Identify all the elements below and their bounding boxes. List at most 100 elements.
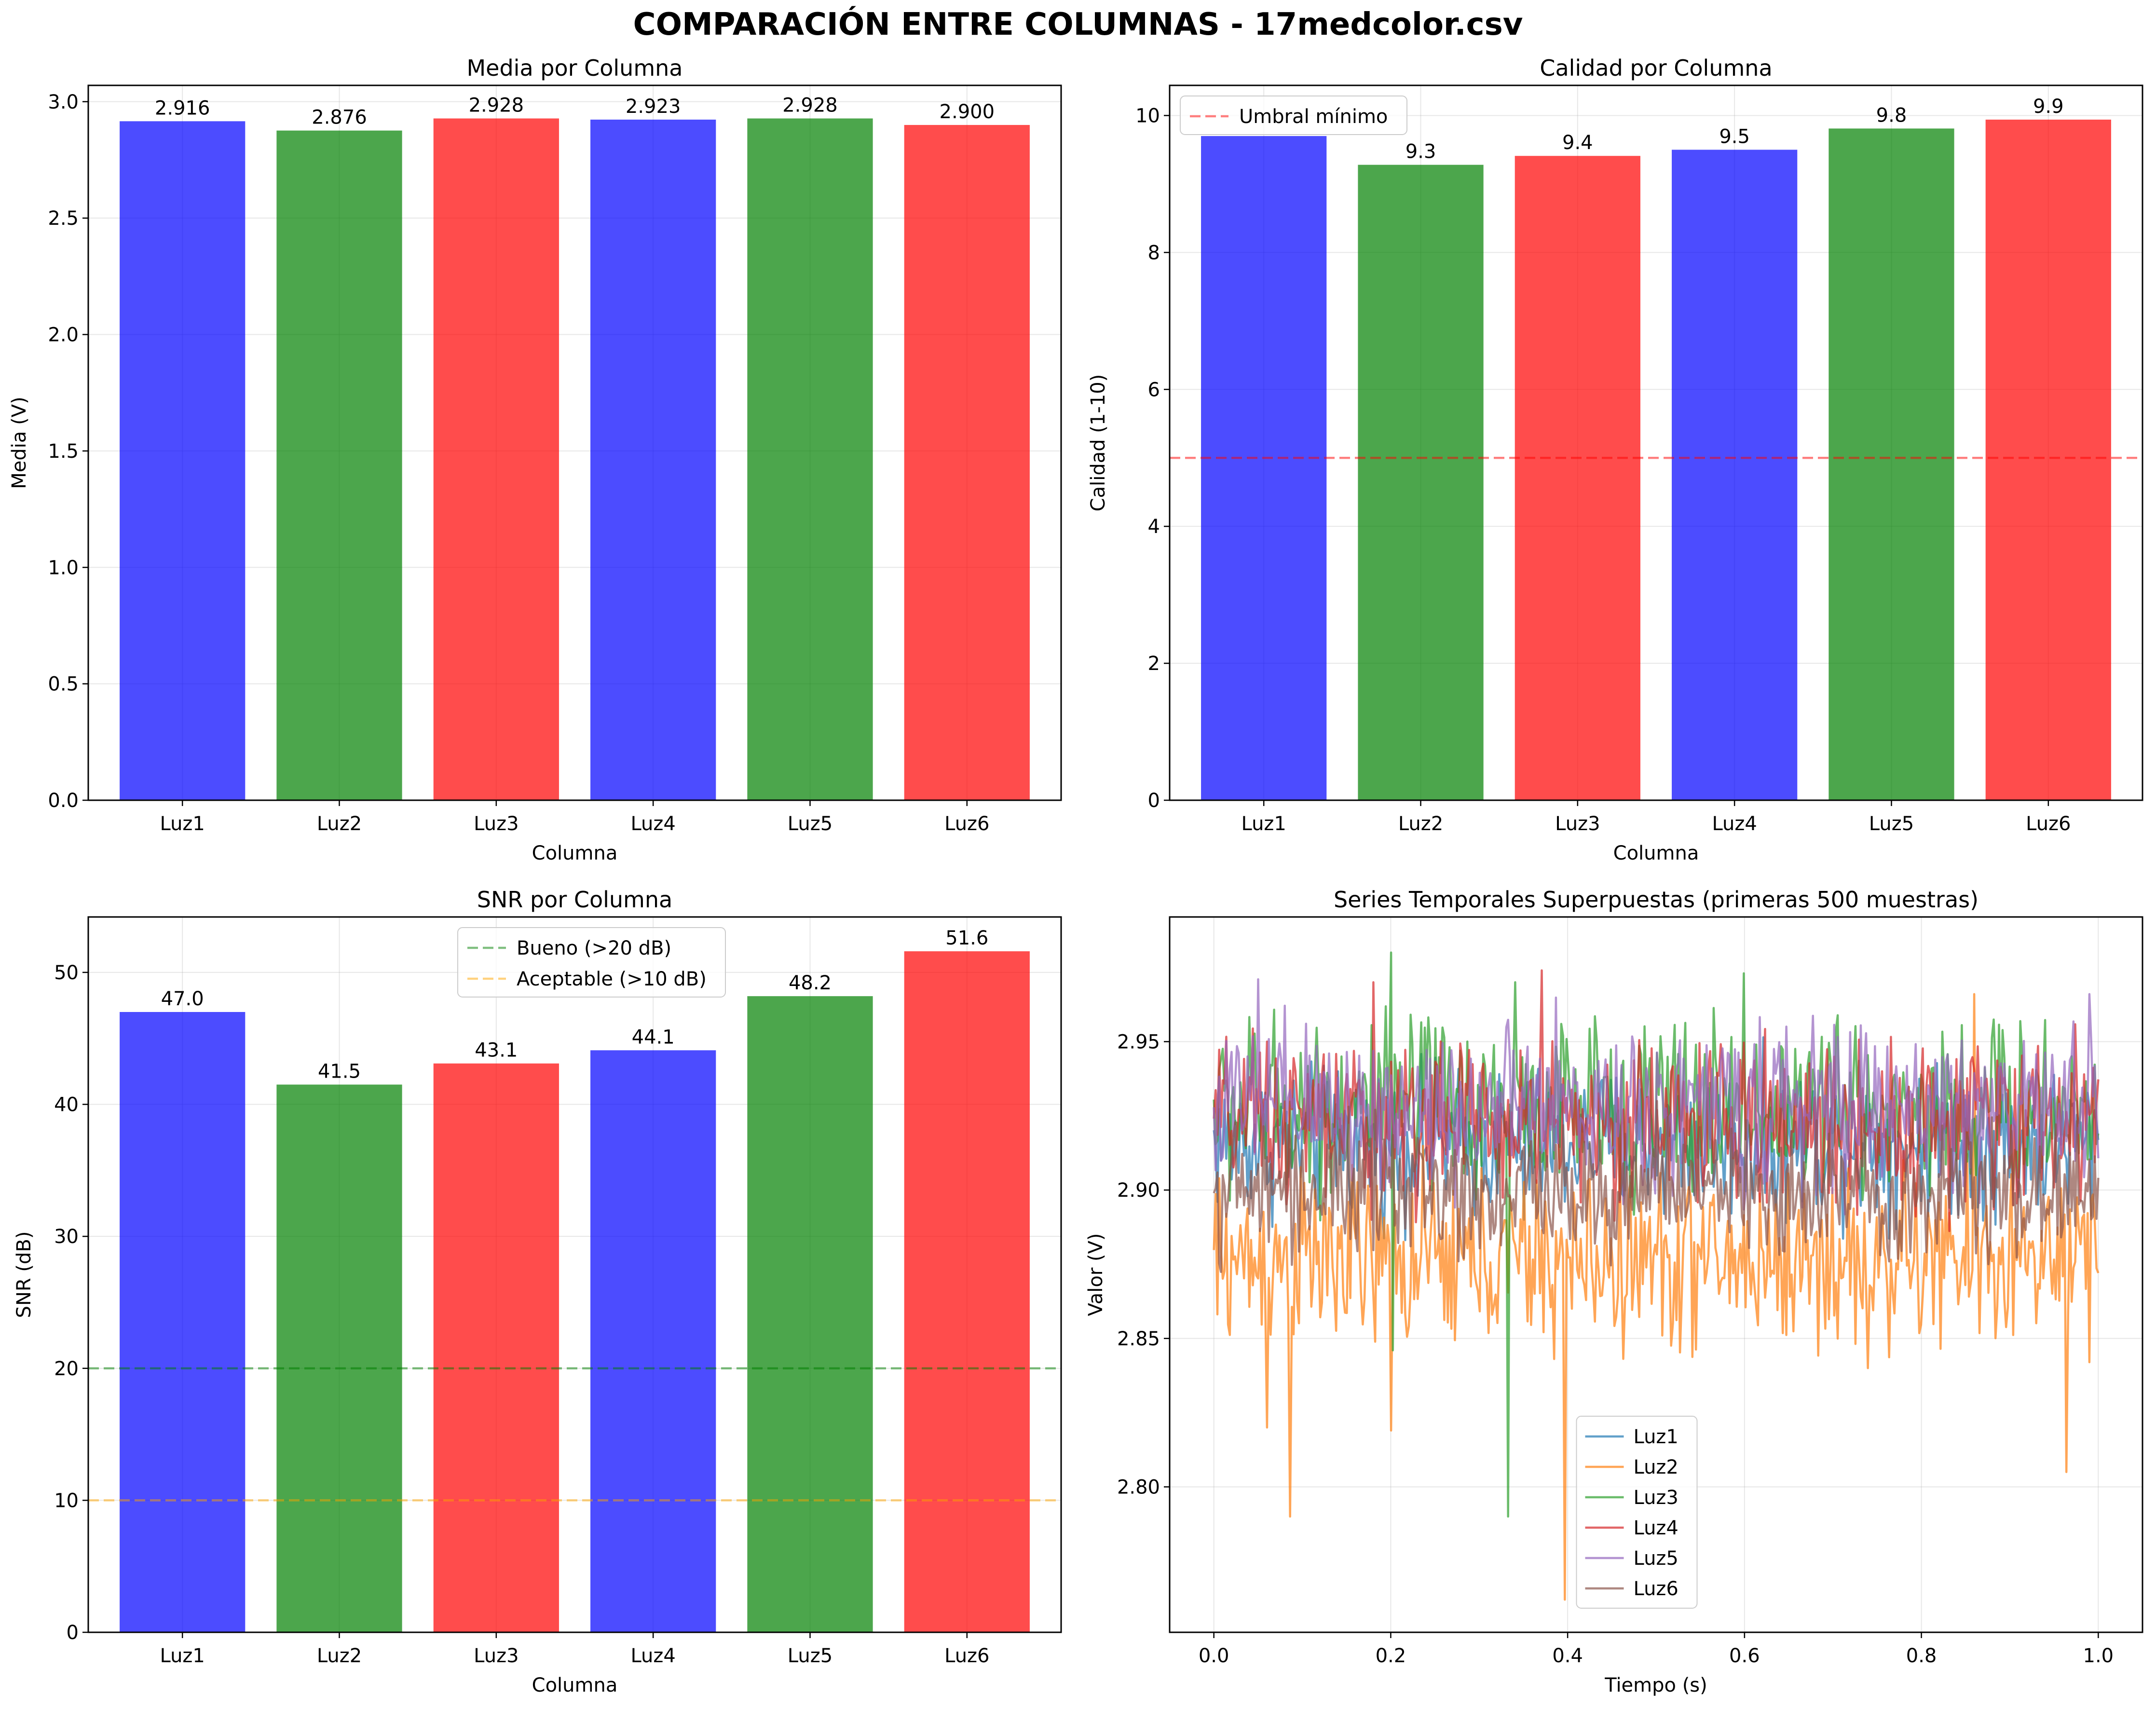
bar-luz1 [120,1012,246,1632]
y-tick-label: 6 [1148,379,1160,401]
y-tick-label: 1.0 [48,557,79,579]
y-tick-label: 2.90 [1117,1179,1160,1202]
y-tick-label: 0 [67,1622,79,1644]
bar-luz2 [276,1084,402,1632]
x-tick-label: Luz5 [1869,813,1914,835]
legend-box [1576,1416,1698,1609]
legend-label: Luz1 [1634,1426,1678,1448]
x-tick-label: Luz6 [944,1645,989,1667]
plot-frame [1169,916,2143,1633]
y-tick-label: 3.0 [48,91,79,113]
data-label-luz1: 2.916 [155,97,210,119]
legend-label: Luz5 [1634,1547,1678,1570]
panel-title-3: Series Temporales Superpuestas (primeras… [1334,887,1979,913]
bar-luz4 [590,1050,716,1632]
legend-box [1180,96,1407,135]
bar-luz5 [747,118,873,800]
y-tick-label: 10 [54,1490,79,1512]
plot-frame [87,916,1062,1633]
data-label-luz6: 2.900 [940,101,995,123]
plot-frame [1169,84,2143,801]
bar-luz2 [276,130,402,800]
legend-label: Bueno (>20 dB) [517,937,671,959]
data-label-luz4: 2.923 [626,96,681,118]
panel-calidad-por-columna: 9.3 9.4 9.5 9.8 9.9 0 2 4 6 8 10 Luz1 Luz2 Luz3 Luz4 Lu… [1087,55,2143,864]
data-label-luz3: 43.1 [475,1039,518,1062]
panel-title-2: SNR por Columna [477,887,672,913]
bar-luz3 [433,1063,559,1632]
data-label-luz2: 2.876 [312,107,367,129]
y-tick-label: 2.95 [1117,1031,1160,1053]
bar-luz1 [120,121,246,801]
bar-luz2 [1358,164,1484,801]
y-tick-label: 2.5 [48,207,79,230]
legend-label: Aceptable (>10 dB) [517,968,707,990]
legend-box [457,927,726,998]
y-tick-label: 50 [54,962,79,984]
panel-title-0: Media por Columna [466,55,682,81]
bar-luz4 [1672,150,1798,800]
data-label-luz5: 9.8 [1876,104,1907,126]
x-tick-label: Luz3 [474,1645,519,1667]
data-label-luz2: 9.3 [1405,141,1436,163]
x-tick-label: Luz2 [317,813,362,835]
y-tick-label: 2.80 [1117,1476,1160,1498]
x-tick-label: Luz2 [1398,813,1443,835]
x-axis-label-2: Columna [532,1674,618,1696]
bar-luz6 [904,951,1030,1632]
y-axis-label-2: SNR (dB) [13,1231,35,1318]
panel-media-por-columna: 2.916 2.876 2.928 2.923 2.928 2.900 0.0 0.5 1.0 1… [8,55,1062,864]
bar-luz4 [590,119,716,801]
x-tick-label: Luz5 [788,813,832,835]
x-tick-label: Luz1 [160,1645,205,1667]
x-tick-label: 0.2 [1376,1645,1406,1667]
data-label-luz6: 9.9 [2033,96,2064,118]
bar-luz6 [904,125,1030,800]
data-label-luz4: 44.1 [632,1026,675,1048]
x-tick-label: Luz4 [1712,813,1757,835]
x-tick-label: Luz3 [474,813,519,835]
x-tick-label: 0.6 [1729,1645,1760,1667]
data-label-luz2: 41.5 [318,1060,361,1082]
y-tick-label: 0.5 [48,673,79,696]
legend-label: Luz4 [1634,1517,1678,1539]
x-tick-label: 0.0 [1199,1645,1229,1667]
bar-luz3 [1515,156,1640,800]
data-label-luz4: 9.5 [1719,125,1750,148]
y-tick-label: 20 [54,1358,79,1380]
data-label-luz3: 2.928 [469,95,524,117]
x-tick-label: Luz6 [2026,813,2071,835]
y-tick-label: 8 [1148,242,1160,264]
bar-luz6 [1985,119,2111,800]
x-tick-label: Luz6 [944,813,989,835]
x-axis-label-3: Tiempo (s) [1604,1674,1707,1696]
y-tick-label: 0 [1148,790,1160,812]
legend-label: Umbral mínimo [1239,106,1388,128]
series-line-luz6 [1213,1100,2100,1273]
y-tick-label: 30 [54,1226,79,1248]
bar-luz3 [433,118,559,800]
data-label-luz6: 51.6 [945,927,988,949]
y-tick-label: 2.0 [48,324,79,346]
x-tick-label: 0.8 [1906,1645,1937,1667]
x-tick-label: Luz3 [1555,813,1600,835]
y-axis-label-0: Media (V) [8,396,30,489]
panel-snr-por-columna: 47.0 41.5 43.1 44.1 48.2 51.6 0 10 20 30 40 50 Luz1 L… [13,887,1062,1696]
x-axis-label-1: Columna [1613,842,1699,864]
x-tick-label: Luz1 [160,813,205,835]
x-tick-label: Luz5 [788,1645,832,1667]
y-axis-label-1: Calidad (1-10) [1087,374,1109,512]
x-tick-label: Luz2 [317,1645,362,1667]
y-tick-label: 2.85 [1117,1328,1160,1350]
bar-luz1 [1201,136,1327,800]
y-tick-label: 1.5 [48,440,79,463]
x-tick-label: 1.0 [2083,1645,2114,1667]
y-tick-label: 40 [54,1094,79,1116]
y-axis-label-3: Valor (V) [1085,1233,1107,1316]
figure-title: COMPARACIÓN ENTRE COLUMNAS - 17medcolor.… [633,7,1523,42]
data-label-luz3: 9.4 [1562,132,1593,154]
x-tick-label: 0.4 [1552,1645,1583,1667]
x-tick-label: Luz4 [630,813,675,835]
legend-label: Luz2 [1634,1456,1678,1478]
